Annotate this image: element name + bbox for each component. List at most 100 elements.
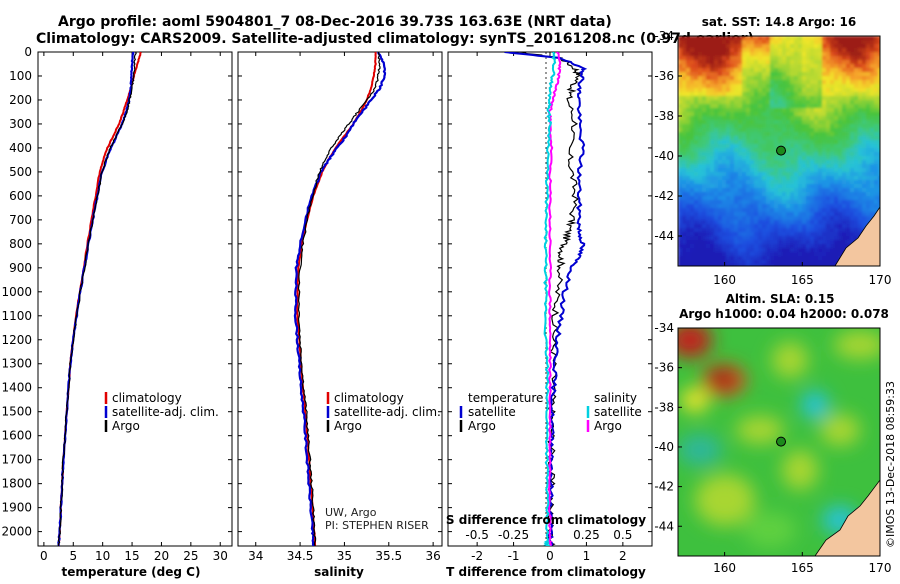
- sst-cell: [806, 144, 811, 149]
- sst-cell: [770, 120, 775, 125]
- sst-cell: [794, 76, 799, 81]
- sst-cell: [698, 64, 703, 69]
- sst-cell: [870, 104, 875, 109]
- sst-cell: [770, 60, 775, 65]
- sst-cell: [726, 120, 731, 125]
- sst-cell: [758, 196, 763, 201]
- sst-cell: [794, 148, 799, 153]
- sst-cell: [710, 252, 715, 257]
- sla-map: [678, 328, 880, 556]
- sst-cell: [774, 248, 779, 253]
- sst-cell: [750, 124, 755, 129]
- sst-cell: [782, 52, 787, 57]
- sst-cell: [814, 176, 819, 181]
- sst-cell: [818, 160, 823, 165]
- sst-cell: [770, 176, 775, 181]
- sst-cell: [822, 240, 827, 245]
- sst-cell: [862, 52, 867, 57]
- sst-cell: [690, 92, 695, 97]
- sst-cell: [830, 192, 835, 197]
- sst-cell: [866, 52, 871, 57]
- sst-cell: [750, 192, 755, 197]
- sst-cell: [726, 216, 731, 221]
- sst-cell: [806, 60, 811, 65]
- sst-cell: [826, 252, 831, 257]
- sst-cell: [818, 144, 823, 149]
- sst-cell: [862, 196, 867, 201]
- sst-cell: [706, 252, 711, 257]
- sst-cell: [750, 232, 755, 237]
- sst-cell: [838, 136, 843, 141]
- sst-cell: [718, 132, 723, 137]
- sst-cell: [806, 236, 811, 241]
- sst-cell: [726, 156, 731, 161]
- sst-cell: [806, 184, 811, 189]
- sst-cell: [810, 68, 815, 73]
- sst-cell: [854, 156, 859, 161]
- sst-cell: [698, 252, 703, 257]
- sst-cell: [742, 36, 747, 41]
- sst-cell: [850, 120, 855, 125]
- sst-cell: [746, 60, 751, 65]
- sst-cell: [698, 236, 703, 241]
- sst-cell: [794, 36, 799, 41]
- sst-cell: [754, 252, 759, 257]
- sst-cell: [794, 40, 799, 45]
- sst-cell: [814, 220, 819, 225]
- lon-tick-label: 170: [869, 561, 892, 575]
- sst-cell: [742, 144, 747, 149]
- sst-cell: [814, 148, 819, 153]
- sst-cell: [738, 216, 743, 221]
- sst-cell: [782, 40, 787, 45]
- sst-cell: [774, 240, 779, 245]
- sst-cell: [710, 84, 715, 89]
- sst-cell: [806, 168, 811, 173]
- sst-cell: [746, 232, 751, 237]
- sst-cell: [702, 124, 707, 129]
- sst-cell: [798, 112, 803, 117]
- sst-cell: [830, 164, 835, 169]
- sst-cell: [722, 228, 727, 233]
- sst-cell: [702, 92, 707, 97]
- sst-cell: [842, 96, 847, 101]
- sst-cell: [862, 172, 867, 177]
- sst-cell: [746, 36, 751, 41]
- sst-cell: [878, 76, 880, 81]
- sst-cell: [790, 216, 795, 221]
- sst-cell: [838, 168, 843, 173]
- sst-cell: [710, 216, 715, 221]
- sst-cell: [878, 152, 880, 157]
- sst-cell: [734, 216, 739, 221]
- sst-cell: [834, 208, 839, 213]
- sst-cell: [862, 96, 867, 101]
- salinity-difference-tick-label: -0.5: [465, 528, 488, 542]
- sst-cell: [690, 124, 695, 129]
- sst-cell: [862, 156, 867, 161]
- sst-cell: [790, 140, 795, 145]
- sst-cell: [698, 108, 703, 113]
- sst-cell: [766, 164, 771, 169]
- sst-cell: [786, 104, 791, 109]
- sst-cell: [754, 104, 759, 109]
- sst-cell: [726, 148, 731, 153]
- sst-cell: [810, 212, 815, 217]
- sst-cell: [690, 256, 695, 261]
- sst-cell: [854, 148, 859, 153]
- sst-cell: [718, 232, 723, 237]
- sst-cell: [802, 248, 807, 253]
- sst-cell: [838, 240, 843, 245]
- sst-cell: [714, 128, 719, 133]
- sst-cell: [758, 44, 763, 49]
- sst-cell: [874, 44, 879, 49]
- sst-cell: [862, 108, 867, 113]
- sst-cell: [726, 56, 731, 61]
- sst-cell: [730, 144, 735, 149]
- sst-cell: [842, 56, 847, 61]
- sst-cell: [846, 184, 851, 189]
- sst-cell: [686, 44, 691, 49]
- sst-cell: [842, 180, 847, 185]
- sst-cell: [834, 40, 839, 45]
- sst-cell: [754, 220, 759, 225]
- sst-cell: [694, 44, 699, 49]
- sst-cell: [814, 192, 819, 197]
